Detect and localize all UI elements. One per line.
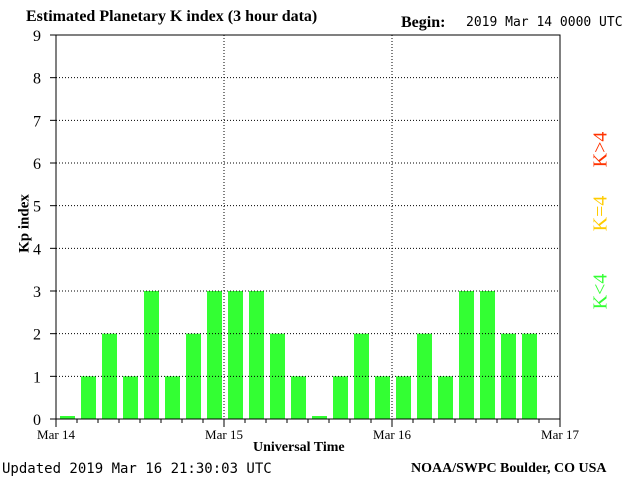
kp-bar <box>270 333 285 419</box>
kp-bar <box>333 376 348 419</box>
y-tick-label: 4 <box>33 241 41 258</box>
y-tick-label: 9 <box>33 28 41 45</box>
legend-less: K<4 <box>589 273 612 310</box>
updated-timestamp: Updated 2019 Mar 16 21:30:03 UTC <box>2 461 272 477</box>
y-tick-label: 0 <box>33 412 41 429</box>
kp-bar <box>228 291 243 419</box>
kp-bar <box>459 291 474 419</box>
kp-bar <box>165 376 180 419</box>
kp-bar <box>312 416 327 419</box>
kp-bar <box>396 376 411 419</box>
kp-bar <box>60 416 75 419</box>
y-tick-label: 7 <box>33 113 41 130</box>
kp-bar <box>375 376 390 419</box>
kp-bar <box>207 291 222 419</box>
kp-bar <box>102 333 117 419</box>
x-axis-label: Universal Time <box>253 440 345 455</box>
kp-bar <box>186 333 201 419</box>
kp-bar <box>480 291 495 419</box>
x-tick-label: Mar 16 <box>373 427 411 442</box>
kp-bar <box>249 291 264 419</box>
y-tick-label: 5 <box>33 199 41 216</box>
kp-bar <box>144 291 159 419</box>
kp-bar <box>417 333 432 419</box>
legend-equal: K=4 <box>589 195 612 232</box>
kp-bar <box>438 376 453 419</box>
x-tick-label: Mar 15 <box>205 427 243 442</box>
x-tick-label: Mar 14 <box>37 427 75 442</box>
y-tick-label: 6 <box>33 156 41 173</box>
x-tick-label: Mar 17 <box>541 427 579 442</box>
kp-bar <box>291 376 306 419</box>
kp-bar <box>123 376 138 419</box>
kp-bar <box>354 333 369 419</box>
legend-greater: K>4 <box>589 131 612 168</box>
kp-bar <box>81 376 96 419</box>
kp-bar <box>501 333 516 419</box>
chart-title: Estimated Planetary K index (3 hour data… <box>26 8 318 25</box>
y-tick-label: 1 <box>33 369 41 386</box>
y-tick-label: 8 <box>33 71 41 88</box>
begin-value: 2019 Mar 14 0000 UTC <box>466 15 623 30</box>
begin-label: Begin: <box>401 14 446 31</box>
y-tick-label: 3 <box>33 284 41 301</box>
y-tick-label: 2 <box>33 327 41 344</box>
source-credit: NOAA/SWPC Boulder, CO USA <box>411 461 607 476</box>
kp-bar <box>522 333 537 419</box>
